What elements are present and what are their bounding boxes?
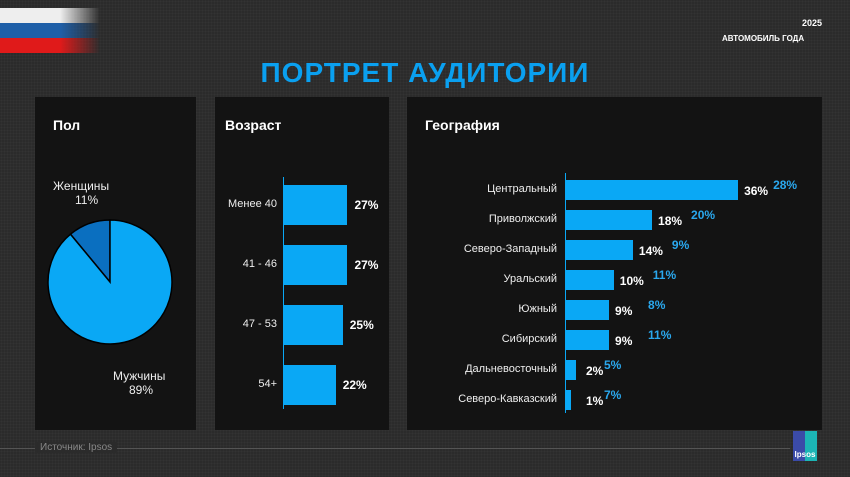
source-text: Источник: Ipsos xyxy=(35,442,118,453)
geography-category-label: Южный xyxy=(518,303,557,315)
age-value-label: 25% xyxy=(349,318,374,332)
geography-bar xyxy=(566,330,610,350)
age-title: Возраст xyxy=(225,117,282,133)
geography-bar xyxy=(566,390,571,410)
geography-secondary-label: 20% xyxy=(691,208,716,222)
geography-category-label: Северо-Западный xyxy=(463,243,557,255)
geography-category-label: Приволжский xyxy=(488,213,557,225)
russian-flag-cars-logo xyxy=(0,8,100,53)
geography-bar xyxy=(566,240,633,260)
pie-slice-men xyxy=(47,219,173,345)
geography-bar xyxy=(566,180,739,200)
geography-category-label: Уральский xyxy=(503,273,557,285)
geography-secondary-label: 7% xyxy=(604,388,622,402)
geography-axis xyxy=(565,173,566,413)
geography-bar xyxy=(566,270,614,290)
geography-value-label: 18% xyxy=(658,214,683,228)
geography-value-label: 9% xyxy=(615,334,633,348)
ipsos-logo: Ipsos xyxy=(793,431,817,461)
age-bar xyxy=(284,305,343,345)
geography-category-label: Сибирский xyxy=(501,333,557,345)
geography-title: География xyxy=(425,117,500,133)
geography-secondary-label: 28% xyxy=(773,178,798,192)
geography-value-label: 14% xyxy=(638,244,663,258)
age-category-label: 41 - 46 xyxy=(242,258,277,270)
gender-pie xyxy=(47,219,173,345)
gender-title: Пол xyxy=(53,117,81,133)
geography-value-label: 1% xyxy=(586,394,604,408)
geography-category-label: Северо-Кавказский xyxy=(458,393,557,405)
women-label: Женщины xyxy=(53,179,110,193)
geography-value-label: 9% xyxy=(615,304,633,318)
geography-secondary-label: 8% xyxy=(648,298,666,312)
men-value: 89% xyxy=(129,383,154,397)
geography-bar xyxy=(566,210,653,230)
gender-panel: Пол Женщины 11% Мужчины 89% xyxy=(35,97,196,430)
car-of-the-year-logo: 2025 АВТОМОБИЛЬ ГОДА xyxy=(722,18,822,43)
geography-category-label: Дальневосточный xyxy=(465,363,557,375)
age-value-label: 22% xyxy=(342,378,367,392)
age-bar xyxy=(284,365,336,405)
age-category-label: Менее 40 xyxy=(227,198,277,210)
geography-value-label: 36% xyxy=(744,184,769,198)
age-bar xyxy=(284,185,348,225)
geography-value-label: 2% xyxy=(586,364,604,378)
age-category-label: 47 - 53 xyxy=(242,318,277,330)
age-axis xyxy=(283,177,284,409)
geography-category-label: Центральный xyxy=(487,183,557,195)
geography-bar xyxy=(566,360,576,380)
men-label: Мужчины xyxy=(113,369,166,383)
geography-bar xyxy=(566,300,610,320)
geography-secondary-label: 5% xyxy=(604,358,622,372)
age-value-label: 27% xyxy=(354,198,379,212)
age-category-label: 54+ xyxy=(258,378,277,390)
age-panel: Возраст Менее 40 27% 41 - 46 27% 47 - 53 25% 5… xyxy=(215,97,389,430)
source-divider xyxy=(0,448,790,449)
women-value: 11% xyxy=(75,193,99,207)
age-bar xyxy=(284,245,348,285)
geography-value-label: 10% xyxy=(619,274,644,288)
geography-secondary-label: 9% xyxy=(671,238,690,252)
age-value-label: 27% xyxy=(354,258,379,272)
page-title: ПОРТРЕТ АУДИТОРИИ xyxy=(260,57,590,88)
geography-panel: География Центральный 36% 28% Приволжский 18… xyxy=(407,97,822,430)
geography-secondary-label: 11% xyxy=(648,328,672,342)
geography-secondary-label: 11% xyxy=(652,268,677,282)
